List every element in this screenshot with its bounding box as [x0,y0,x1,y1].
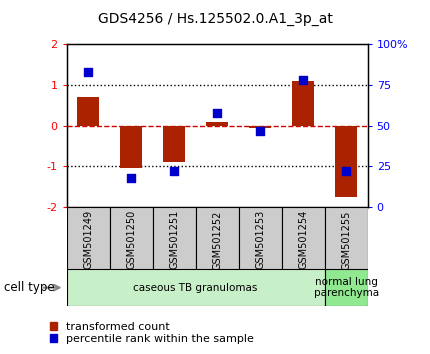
Legend: transformed count, percentile rank within the sample: transformed count, percentile rank withi… [49,320,255,345]
Text: normal lung
parenchyma: normal lung parenchyma [313,277,379,298]
Point [128,175,135,181]
Bar [325,269,368,306]
Text: GSM501252: GSM501252 [212,210,222,269]
Text: GSM501254: GSM501254 [298,210,308,269]
Text: GDS4256 / Hs.125502.0.A1_3p_at: GDS4256 / Hs.125502.0.A1_3p_at [98,12,332,27]
Bar [206,122,228,126]
Text: GSM501249: GSM501249 [83,210,93,269]
Bar [325,207,368,269]
Point [214,110,221,115]
Bar [335,126,357,197]
Text: GSM501251: GSM501251 [169,210,179,269]
Bar [120,126,142,169]
Text: GSM501253: GSM501253 [255,210,265,269]
Bar [67,269,325,306]
Text: GSM501250: GSM501250 [126,210,136,269]
Text: GSM501255: GSM501255 [341,210,351,269]
Bar [282,207,325,269]
Bar [77,97,99,126]
Point [171,169,178,174]
Point [257,128,264,133]
Point [343,169,350,174]
Bar [67,207,110,269]
Text: cell type: cell type [4,281,55,294]
Bar [110,207,153,269]
Bar [196,207,239,269]
Bar [153,207,196,269]
Bar [292,81,314,126]
Bar [163,126,185,162]
Text: caseous TB granulomas: caseous TB granulomas [133,282,258,293]
Bar [249,126,271,128]
Bar [239,207,282,269]
Point [300,77,307,83]
Point [85,69,92,75]
